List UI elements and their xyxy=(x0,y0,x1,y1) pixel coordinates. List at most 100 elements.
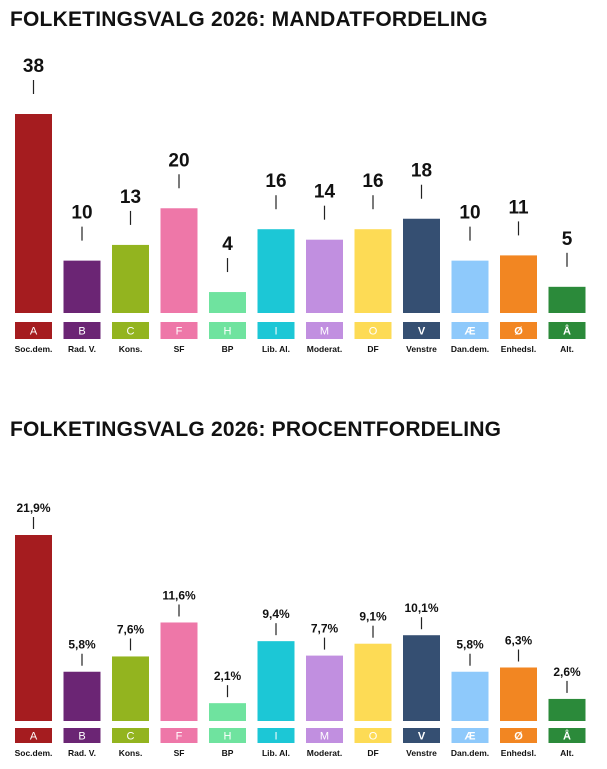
mandate-value-label-sf: 20 xyxy=(168,150,189,171)
mandate-bar-enhedsl xyxy=(500,255,537,313)
mandate-bar-moderat xyxy=(306,239,343,313)
mandate-code-box-moderat xyxy=(306,322,343,339)
mandate-value-label-bp: 4 xyxy=(222,234,233,255)
mandate-code-label-lib-al: I xyxy=(274,326,277,338)
percent-code-box-lib-al xyxy=(257,728,295,743)
percent-code-box-rad-v xyxy=(63,728,101,743)
percent-bar-lib-al xyxy=(257,641,295,721)
percent-value-label-sf: 11,6% xyxy=(162,588,196,602)
mandate-value-label-moderat: 14 xyxy=(314,182,336,203)
percent-code-label-enhedsl: Ø xyxy=(514,731,523,743)
percent-code-label-sf: F xyxy=(176,731,183,743)
mandate-value-label-kons: 13 xyxy=(120,187,141,208)
mandate-code-box-soc-dem xyxy=(15,322,52,339)
percent-value-label-bp: 2,1% xyxy=(214,669,242,683)
percent-party-name-venstre: Venstre xyxy=(406,748,437,758)
percent-bar-rad-v xyxy=(63,671,101,721)
mandate-value-label-venstre: 18 xyxy=(411,161,432,182)
mandate-party-name-rad-v: Rad. V. xyxy=(68,344,96,354)
mandate-party-name-enhedsl: Enhedsl. xyxy=(501,344,536,354)
percent-code-box-moderat xyxy=(306,728,343,743)
mandate-bar-venstre xyxy=(403,218,440,313)
percent-code-box-alt xyxy=(548,728,586,743)
mandate-code-box-alt xyxy=(548,322,586,339)
mandate-code-box-bp xyxy=(209,322,246,339)
mandate-code-label-rad-v: B xyxy=(78,326,85,338)
mandate-value-label-lib-al: 16 xyxy=(265,171,286,192)
mandate-party-name-alt: Alt. xyxy=(560,344,574,354)
mandate-code-box-venstre xyxy=(403,322,440,339)
mandate-code-box-df xyxy=(354,322,392,339)
percent-bar-alt xyxy=(548,698,586,721)
percent-code-label-rad-v: B xyxy=(78,731,85,743)
mandate-code-box-lib-al xyxy=(257,322,295,339)
percent-code-label-kons: C xyxy=(127,731,135,743)
mandate-party-name-soc-dem: Soc.dem. xyxy=(15,344,53,354)
percent-bar-dan-dem xyxy=(451,671,489,721)
percent-party-name-moderat: Moderat. xyxy=(307,748,342,758)
percent-party-name-kons: Kons. xyxy=(119,748,143,758)
mandate-party-name-df: DF xyxy=(367,344,378,354)
mandate-party-name-bp: BP xyxy=(222,344,234,354)
percent-code-box-soc-dem xyxy=(15,728,52,743)
mandate-party-name-venstre: Venstre xyxy=(406,344,437,354)
percent-code-label-lib-al: I xyxy=(274,731,277,743)
mandate-code-label-alt: Å xyxy=(563,325,571,338)
percent-party-name-lib-al: Lib. Al. xyxy=(262,748,290,758)
percent-party-name-soc-dem: Soc.dem. xyxy=(15,748,53,758)
chart-title-percent: FOLKETINGSVALG 2026: PROCENTFORDELING xyxy=(10,418,502,441)
percent-party-name-sf: SF xyxy=(174,748,185,758)
percent-code-box-kons xyxy=(112,728,149,743)
percent-code-label-alt: Å xyxy=(563,730,571,743)
mandate-value-label-alt: 5 xyxy=(562,229,573,250)
percent-code-box-dan-dem xyxy=(451,728,489,743)
percent-code-box-enhedsl xyxy=(500,728,537,743)
mandate-code-label-kons: C xyxy=(127,326,135,338)
mandate-bar-rad-v xyxy=(63,260,101,313)
percent-party-name-alt: Alt. xyxy=(560,748,574,758)
percent-value-label-kons: 7,6% xyxy=(117,622,145,636)
percent-code-label-df: O xyxy=(369,731,378,743)
percent-value-label-df: 9,1% xyxy=(359,610,387,624)
percent-value-label-soc-dem: 21,9% xyxy=(16,501,50,515)
percent-bar-bp xyxy=(209,703,246,721)
percent-party-name-dan-dem: Dan.dem. xyxy=(451,748,489,758)
percent-bar-sf xyxy=(160,622,198,721)
mandate-code-label-enhedsl: Ø xyxy=(514,326,523,338)
mandate-party-name-lib-al: Lib. Al. xyxy=(262,344,290,354)
mandate-bar-sf xyxy=(160,208,198,313)
percent-code-box-df xyxy=(354,728,392,743)
percent-code-box-sf xyxy=(160,728,198,743)
mandate-party-name-kons: Kons. xyxy=(119,344,143,354)
mandate-code-label-venstre: V xyxy=(418,326,426,338)
mandate-value-label-enhedsl: 11 xyxy=(508,197,529,218)
percent-value-label-lib-al: 9,4% xyxy=(262,607,290,621)
mandate-value-label-rad-v: 10 xyxy=(71,203,92,224)
mandate-code-label-soc-dem: A xyxy=(30,326,38,338)
percent-code-label-bp: H xyxy=(224,731,232,743)
chart-title-mandates: FOLKETINGSVALG 2026: MANDATFORDELING xyxy=(10,8,488,31)
mandate-bar-alt xyxy=(548,286,586,313)
mandate-party-name-moderat: Moderat. xyxy=(307,344,342,354)
percent-code-label-soc-dem: A xyxy=(30,731,38,743)
percent-value-label-rad-v: 5,8% xyxy=(68,638,96,652)
mandate-value-label-df: 16 xyxy=(362,171,383,192)
mandate-bar-bp xyxy=(209,292,246,313)
percent-bar-moderat xyxy=(306,655,343,721)
mandate-bar-soc-dem xyxy=(15,114,52,313)
percent-bar-soc-dem xyxy=(15,535,52,721)
percent-code-label-moderat: M xyxy=(320,731,329,743)
percent-bar-venstre xyxy=(403,635,440,721)
percent-value-label-moderat: 7,7% xyxy=(311,622,339,636)
mandate-code-label-moderat: M xyxy=(320,326,329,338)
mandate-bar-lib-al xyxy=(257,229,295,313)
mandate-code-label-sf: F xyxy=(176,326,183,338)
percent-value-label-dan-dem: 5,8% xyxy=(456,638,484,652)
mandate-bar-dan-dem xyxy=(451,260,489,313)
percent-value-label-enhedsl: 6,3% xyxy=(505,633,533,647)
percent-bar-enhedsl xyxy=(500,667,537,721)
mandate-code-label-df: O xyxy=(369,326,378,338)
mandate-value-label-soc-dem: 38 xyxy=(23,56,44,77)
percent-code-box-venstre xyxy=(403,728,440,743)
percent-party-name-df: DF xyxy=(367,748,378,758)
